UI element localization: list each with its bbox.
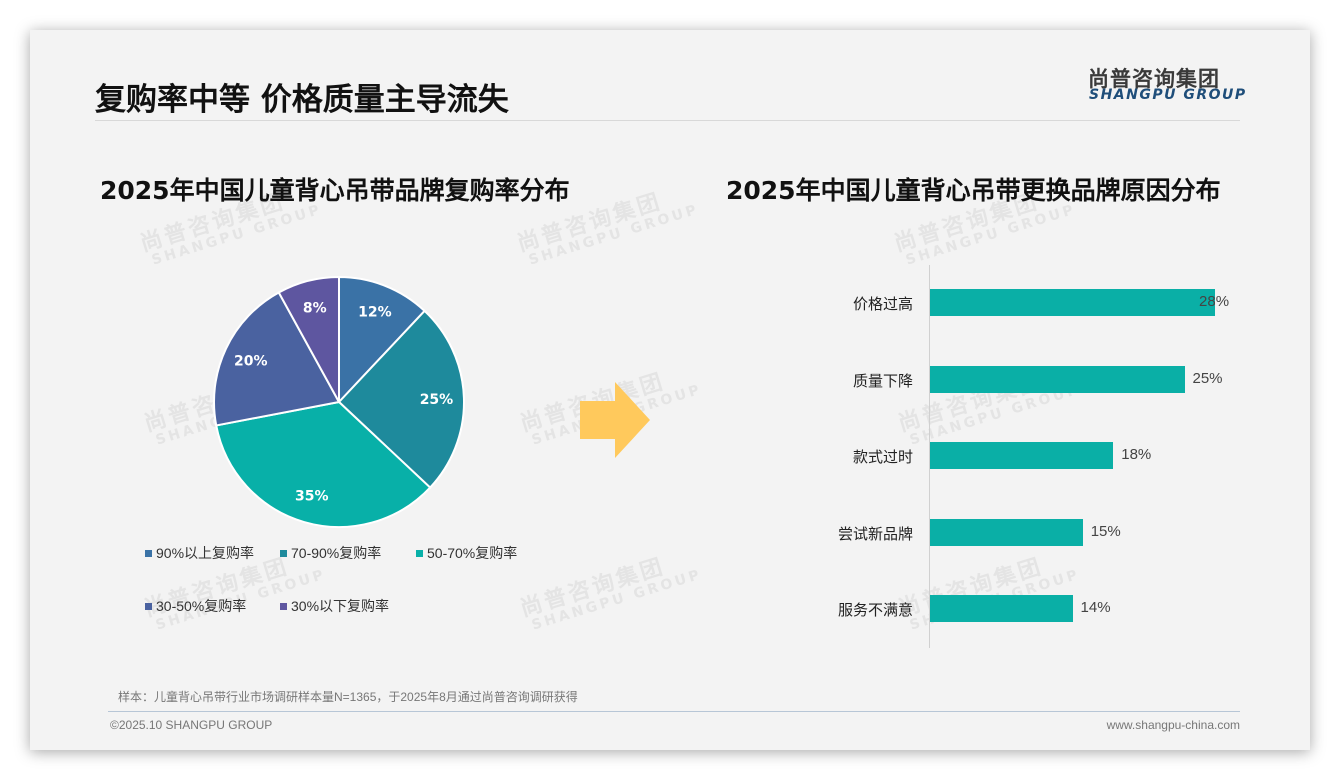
pie-slice-label: 12% bbox=[358, 304, 392, 320]
bar-category-label: 质量下降 bbox=[852, 373, 913, 390]
pie-slice bbox=[277, 275, 340, 403]
pie-slice bbox=[338, 275, 426, 405]
bar bbox=[930, 595, 1073, 622]
pie-chart-title: 2025年中国儿童背心吊带品牌复购率分布 bbox=[100, 176, 570, 205]
bar-value-label: 18% bbox=[1121, 446, 1152, 463]
legend-label: 70-90%复购率 bbox=[291, 545, 382, 561]
legend-item: 30%以下复购率 bbox=[280, 596, 389, 616]
footer-divider bbox=[108, 711, 1240, 712]
legend-label: 50-70%复购率 bbox=[427, 545, 518, 561]
pie-slice-label: 8% bbox=[303, 301, 327, 317]
legend-item: 70-90%复购率 bbox=[280, 543, 381, 563]
slide: 尚普咨询集团 SHANGPU GROUP 尚普咨询集团 SHANGPU GROUP … bbox=[30, 30, 1310, 750]
legend-item: 50-70%复购率 bbox=[416, 543, 517, 563]
legend-label: 90%以上复购率 bbox=[156, 545, 255, 561]
pie-slice bbox=[337, 309, 465, 489]
legend-swatch bbox=[145, 602, 152, 610]
bar-value-label: 14% bbox=[1080, 599, 1111, 616]
legend-swatch bbox=[416, 549, 423, 557]
bar bbox=[930, 442, 1114, 469]
bar-value-label: 15% bbox=[1090, 523, 1121, 540]
legend-swatch bbox=[280, 549, 287, 557]
pie-slice bbox=[213, 291, 341, 427]
legend-label: 30-50%复购率 bbox=[156, 598, 247, 614]
right-arrow-icon bbox=[580, 382, 650, 458]
bar-category-label: 服务不满意 bbox=[837, 602, 913, 619]
bar bbox=[930, 366, 1185, 393]
bar-chart-axis bbox=[929, 265, 930, 648]
legend-label: 30%以下复购率 bbox=[291, 598, 390, 614]
bar-chart-title: 2025年中国儿童背心吊带更换品牌原因分布 bbox=[726, 176, 1221, 205]
legend-item: 90%以上复购率 bbox=[145, 543, 254, 563]
logo-english: SHANGPU GROUP bbox=[1089, 87, 1247, 103]
bar-category-label: 尝试新品牌 bbox=[837, 526, 913, 543]
website-link[interactable]: www.shangpu-china.com bbox=[1106, 718, 1240, 732]
pie-slice-label: 20% bbox=[234, 353, 268, 369]
copyright: ©2025.10 SHANGPU GROUP bbox=[110, 718, 273, 732]
legend-swatch bbox=[280, 602, 287, 610]
pie-slice bbox=[215, 400, 432, 528]
legend-swatch bbox=[145, 549, 152, 557]
bar-category-label: 价格过高 bbox=[852, 296, 913, 313]
sample-note: 样本：儿童背心吊带行业市场调研样本量N=1365，于2025年8月通过尚普咨询调… bbox=[118, 690, 578, 704]
bar bbox=[930, 519, 1083, 546]
pie-chart: 12% 25% 35% 20% 8% bbox=[213, 275, 465, 528]
bar-value-label: 28% bbox=[1199, 293, 1230, 310]
pie-slice-label: 25% bbox=[420, 392, 454, 408]
bar bbox=[930, 289, 1216, 316]
bar-value-label: 25% bbox=[1192, 370, 1223, 387]
title-divider bbox=[95, 120, 1240, 121]
legend-item: 30-50%复购率 bbox=[145, 596, 246, 616]
bar-category-label: 款式过时 bbox=[852, 449, 913, 466]
pie-slice-label: 35% bbox=[295, 489, 329, 505]
logo-chinese: 尚普咨询集团 bbox=[1088, 67, 1220, 91]
page-title: 复购率中等 价格质量主导流失 bbox=[95, 82, 509, 118]
